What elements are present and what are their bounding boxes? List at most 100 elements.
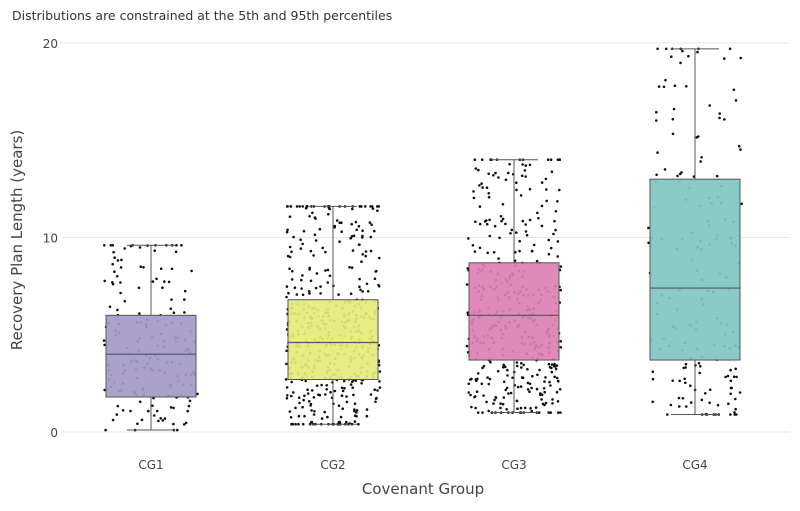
data-point — [288, 410, 292, 413]
box-cg2[interactable] — [287, 299, 379, 380]
data-point — [293, 286, 297, 290]
data-point — [550, 363, 554, 366]
data-point — [153, 249, 156, 252]
data-point — [505, 386, 509, 390]
data-point — [315, 384, 319, 388]
data-point — [113, 270, 116, 274]
data-point — [524, 223, 527, 226]
data-point — [651, 370, 655, 374]
data-point — [290, 380, 294, 384]
data-point — [522, 363, 525, 367]
data-point — [309, 402, 313, 406]
data-point — [341, 407, 345, 411]
data-point — [480, 158, 484, 161]
data-point — [478, 184, 481, 187]
data-point — [559, 288, 562, 292]
data-point — [157, 419, 160, 423]
data-point — [324, 269, 327, 272]
data-point — [547, 252, 551, 256]
data-point — [553, 375, 556, 379]
data-point — [656, 47, 659, 51]
data-point — [345, 420, 348, 424]
data-point — [554, 210, 558, 213]
box-cg4[interactable] — [649, 178, 741, 361]
data-point — [476, 377, 479, 381]
data-point — [681, 49, 684, 53]
data-point — [472, 196, 476, 200]
data-point — [724, 375, 727, 379]
data-point — [285, 362, 288, 366]
data-point — [301, 205, 305, 208]
data-point — [111, 244, 115, 247]
data-point — [369, 235, 373, 239]
data-point — [525, 233, 529, 237]
data-point — [493, 224, 497, 228]
data-point — [732, 88, 736, 92]
data-point — [306, 388, 309, 392]
data-point — [494, 395, 498, 399]
data-point — [486, 376, 489, 379]
box-cg1[interactable] — [105, 314, 197, 398]
data-point — [121, 409, 125, 412]
data-point — [519, 406, 523, 410]
data-point — [183, 289, 187, 293]
data-point — [530, 386, 533, 390]
data-point — [467, 237, 470, 240]
data-point — [163, 280, 166, 283]
data-point — [292, 235, 295, 239]
data-point — [373, 388, 377, 392]
data-point — [310, 420, 314, 424]
data-point — [353, 408, 356, 411]
data-point — [664, 47, 668, 51]
box-cg3[interactable] — [468, 262, 560, 361]
data-point — [662, 85, 666, 89]
data-point — [353, 414, 357, 418]
data-point — [286, 228, 289, 232]
data-point — [682, 366, 686, 370]
data-point — [304, 379, 308, 383]
data-point — [301, 293, 305, 297]
data-point — [343, 387, 346, 390]
data-point — [295, 205, 299, 208]
data-point — [465, 344, 469, 348]
data-point — [478, 222, 482, 226]
data-point — [167, 280, 171, 284]
data-point — [687, 54, 690, 58]
data-point — [733, 411, 736, 414]
data-point — [338, 420, 341, 424]
data-point — [469, 393, 472, 397]
y-tick-label: 0 — [50, 426, 58, 440]
data-point — [183, 311, 186, 314]
data-point — [550, 370, 554, 374]
data-point — [647, 226, 650, 230]
data-point — [540, 398, 543, 401]
data-point — [735, 375, 738, 379]
data-point — [655, 119, 658, 122]
data-point — [487, 409, 491, 413]
data-point — [559, 346, 563, 349]
data-point — [475, 390, 479, 394]
data-point — [704, 392, 707, 395]
data-point — [549, 158, 553, 161]
data-point — [740, 202, 743, 206]
data-point — [294, 406, 297, 410]
data-point — [487, 195, 491, 199]
data-point — [699, 365, 702, 368]
data-point — [535, 387, 539, 391]
data-point — [375, 205, 379, 208]
data-point — [524, 230, 528, 233]
data-point — [556, 400, 560, 403]
data-point — [285, 285, 289, 288]
data-point — [309, 279, 313, 283]
x-tick-label: CG2 — [320, 458, 345, 472]
data-point — [360, 260, 363, 264]
data-point — [673, 84, 677, 87]
data-point — [138, 312, 141, 315]
data-point — [549, 384, 552, 387]
data-point — [288, 215, 292, 218]
data-point — [728, 47, 732, 51]
data-point — [537, 216, 540, 220]
data-point — [549, 411, 552, 414]
data-point — [480, 182, 483, 185]
data-point — [655, 110, 658, 114]
